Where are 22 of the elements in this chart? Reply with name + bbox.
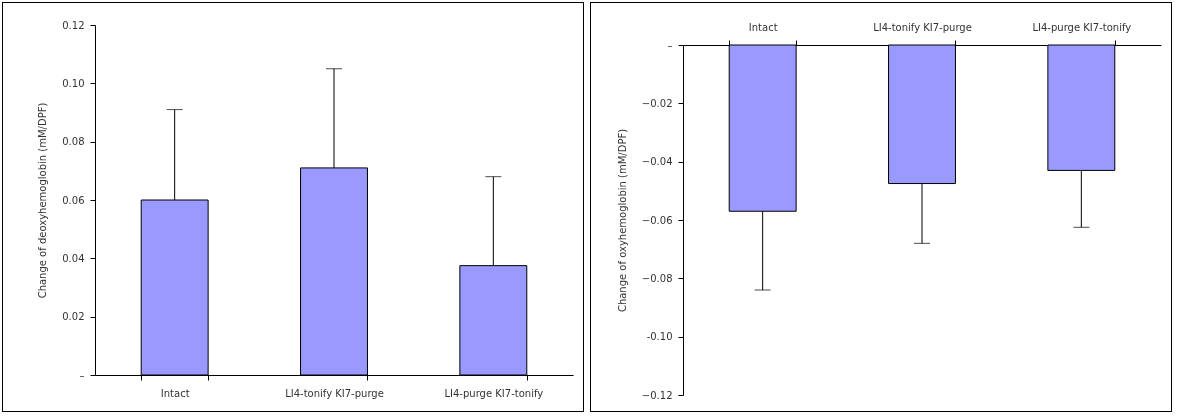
y-tick-label: −0.08 bbox=[641, 272, 673, 284]
y-tick-label: −0.06 bbox=[641, 214, 673, 226]
x-tick-label: LI4-tonify KI7-purge bbox=[873, 21, 972, 33]
x-tick-label: LI4-purge KI7-tonify bbox=[444, 387, 544, 399]
y-tick-label: 0.06 bbox=[62, 194, 85, 206]
x-tick-label: Intact bbox=[160, 387, 190, 399]
y-tick-label: 0.08 bbox=[62, 136, 85, 148]
y-tick-label: -0.10 bbox=[646, 331, 673, 343]
y-tick-label: 0.02 bbox=[62, 311, 85, 323]
x-tick-label: LI4-tonify KI7-purge bbox=[285, 387, 384, 399]
y-tick-label: – bbox=[79, 369, 85, 381]
y-tick-label: 0.04 bbox=[62, 252, 85, 264]
y-tick-label: −0.12 bbox=[641, 389, 673, 401]
y-tick-label: 0.10 bbox=[62, 77, 85, 89]
y-axis-title: Change of oxyhemoglobin (mM/DPF) bbox=[616, 128, 628, 313]
y-tick-label: −0.02 bbox=[641, 97, 673, 109]
y-tick-label: 0.12 bbox=[62, 19, 85, 31]
y-axis-title: Change of deoxyhemoglobin (mM/DPF) bbox=[37, 102, 49, 299]
y-tick-label: – bbox=[667, 39, 673, 51]
x-tick-label: Intact bbox=[748, 21, 778, 33]
x-tick-label: LI4-purge KI7-tonify bbox=[1032, 21, 1132, 33]
y-tick-label: −0.04 bbox=[641, 156, 673, 168]
